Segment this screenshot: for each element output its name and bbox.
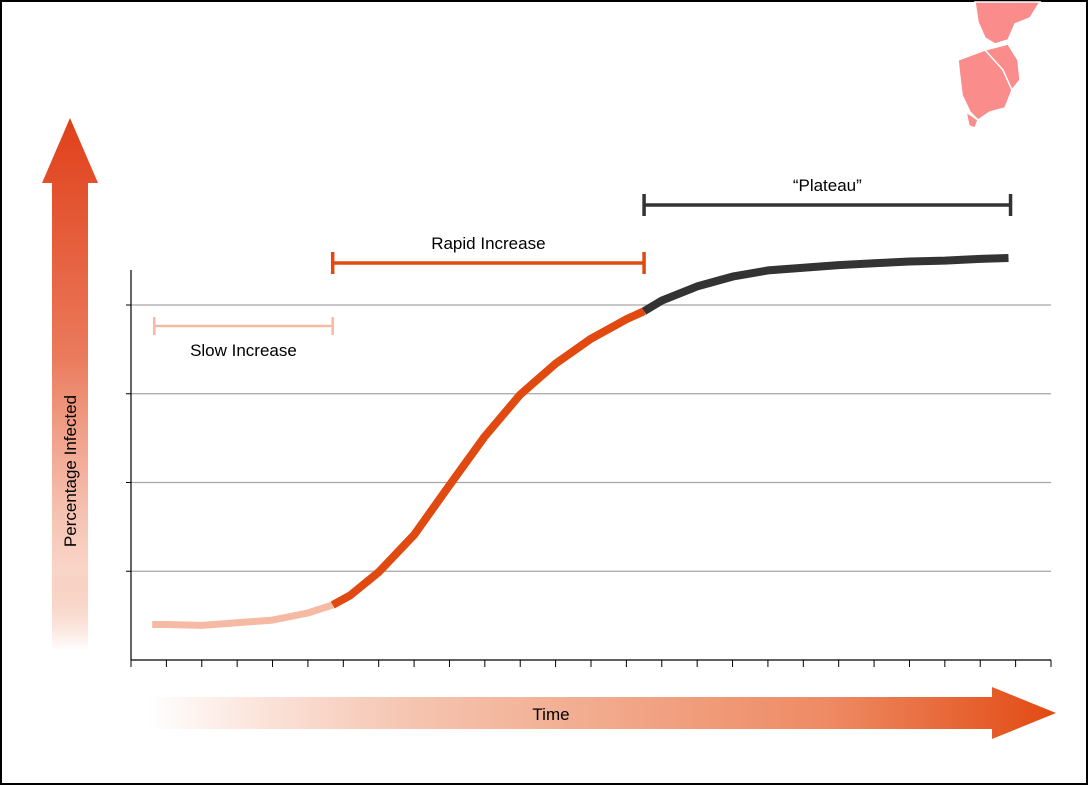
state-map-icon [957, 1, 1042, 129]
curve-segment-slow-increase [152, 601, 334, 629]
bracket-slow-increase: Slow Increase [152, 317, 334, 360]
x-axis-label: Time [532, 705, 569, 724]
curve-segment-rapid-increase [330, 307, 646, 609]
bracket-label-slow-increase: Slow Increase [190, 341, 297, 360]
curve-segment-plateau [642, 254, 1009, 315]
phase-brackets: Slow Increase Rapid Increase “Plateau” [152, 176, 1013, 360]
bracket-label-rapid-increase: Rapid Increase [431, 234, 545, 253]
bracket-rapid-increase: Rapid Increase [330, 234, 646, 274]
bracket-label-plateau: “Plateau” [793, 176, 862, 195]
x-ticks [130, 660, 1052, 667]
plot-axes [126, 270, 1051, 661]
gridlines [131, 304, 1051, 572]
x-axis-arrow [148, 687, 1056, 739]
infection-curve [152, 254, 1009, 629]
y-axis-arrow [42, 118, 98, 650]
bracket-plateau: “Plateau” [642, 176, 1013, 216]
y-axis-label: Percentage Infected [61, 395, 80, 547]
